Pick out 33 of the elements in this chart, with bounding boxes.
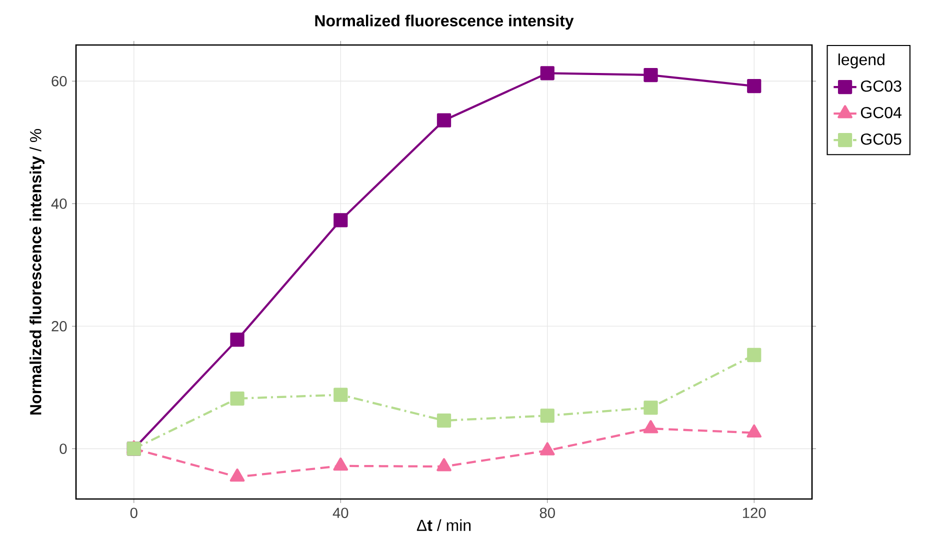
y-axis-title: Normalized fluorescence intensity / % (30, 128, 44, 415)
legend-label: GC03 (860, 80, 902, 92)
y-tick-label: 20 (52, 321, 67, 332)
point (230, 332, 244, 347)
y-tick-label: 60 (52, 76, 67, 86)
point (746, 424, 762, 438)
legend-label: GC05 (860, 133, 902, 145)
point (644, 68, 658, 82)
point (644, 400, 658, 415)
point (643, 420, 658, 434)
point (230, 468, 245, 482)
x-tick-label: 120 (742, 508, 766, 518)
point (436, 413, 452, 428)
x-axis-title: Δt / min (416, 519, 471, 531)
legend-title: legend (838, 54, 884, 68)
point (230, 391, 244, 406)
legend-label: GC04 (860, 106, 902, 118)
point (540, 66, 554, 80)
chart-title: Normalized fluorescence intensity (315, 14, 574, 30)
point (540, 408, 554, 423)
y-tick-label: 40 (51, 198, 67, 209)
x-tick-label: 80 (540, 508, 555, 518)
point (747, 348, 762, 362)
x-tick-label: 0 (130, 508, 138, 518)
y-tick-label: 0 (60, 444, 67, 454)
point (436, 458, 452, 472)
point (334, 213, 348, 228)
x-tick-label: 40 (332, 508, 348, 518)
point (334, 388, 348, 402)
point (540, 442, 555, 456)
point (436, 113, 452, 128)
point (333, 457, 348, 471)
point (747, 78, 762, 94)
